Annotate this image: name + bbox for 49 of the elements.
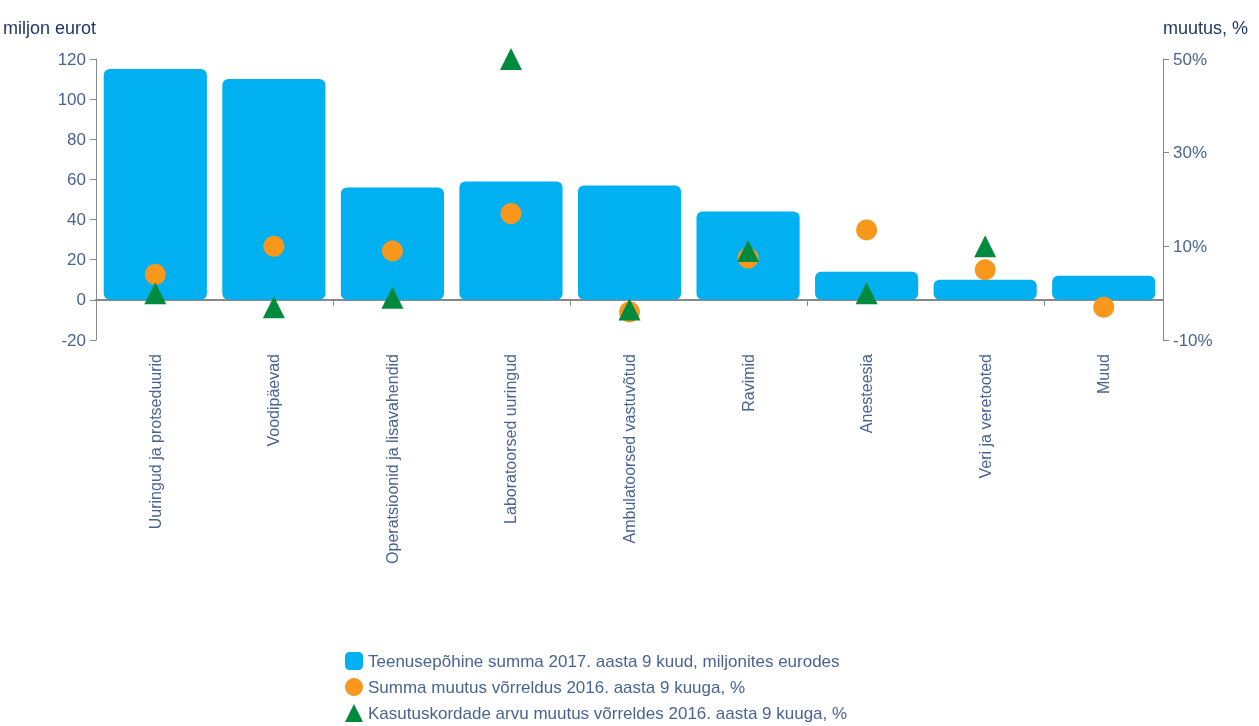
legend-label: Kasutuskordade arvu muutus võrreldes 2016. aasta 9 kuuga, % <box>368 703 848 723</box>
legend-label: Teenusepõhine summa 2017. aasta 9 kuud, miljonites eurodes <box>368 651 840 671</box>
y-tick-label: 60 <box>67 169 87 189</box>
y2-tick-label: 30% <box>1173 143 1208 163</box>
bar <box>222 79 326 300</box>
y-axis-title: miljon eurot <box>2 18 97 38</box>
y2-tick-label: 10% <box>1173 236 1208 256</box>
point <box>855 282 878 305</box>
point <box>381 286 404 309</box>
y-tick-label: 20 <box>67 250 87 270</box>
point <box>974 259 996 281</box>
bar <box>103 69 207 300</box>
x-tick-label: Uuringud ja protseduurid <box>146 354 164 530</box>
point <box>263 235 285 257</box>
y-tick-label: 80 <box>67 129 87 149</box>
bar <box>577 185 682 300</box>
y-tick-label: 120 <box>57 49 87 69</box>
y-tick-label: 100 <box>57 89 87 109</box>
point <box>856 219 878 241</box>
y2-tick-label: 50% <box>1173 49 1208 69</box>
bar <box>815 271 919 300</box>
x-tick-label: Ravimid <box>739 354 757 412</box>
x-tick-label: Operatsioonid ja lisavahendid <box>383 354 401 564</box>
y2-axis-title: muutus, % <box>1163 18 1249 38</box>
y-tick-label: 0 <box>76 290 87 310</box>
point <box>144 263 166 285</box>
point <box>737 240 760 263</box>
bar <box>933 279 1037 300</box>
bar <box>340 187 444 300</box>
point <box>974 235 997 258</box>
point <box>500 203 522 225</box>
y-tick-label: 40 <box>67 210 87 230</box>
x-tick-label: Laboratoorsed uuringud <box>502 354 520 524</box>
bar <box>459 181 563 300</box>
legend-label: Summa muutus võrreldus 2016. aasta 9 kuuga, % <box>368 677 746 697</box>
x-tick-label: Voodipäevad <box>265 354 283 447</box>
point <box>499 48 522 70</box>
x-tick-label: Ambulatoorsed vastuvõtud <box>621 354 639 544</box>
x-tick-label: Muud <box>1095 354 1113 395</box>
y-tick-label: -20 <box>61 330 87 350</box>
point <box>381 240 403 262</box>
bar <box>1052 275 1156 300</box>
point <box>1093 296 1115 318</box>
point <box>144 282 167 305</box>
x-tick-label: Veri ja veretooted <box>976 354 994 479</box>
x-tick-label: Anesteesia <box>858 353 876 434</box>
point <box>262 296 285 319</box>
y2-tick-label: -10% <box>1173 330 1213 350</box>
bar <box>696 211 800 300</box>
